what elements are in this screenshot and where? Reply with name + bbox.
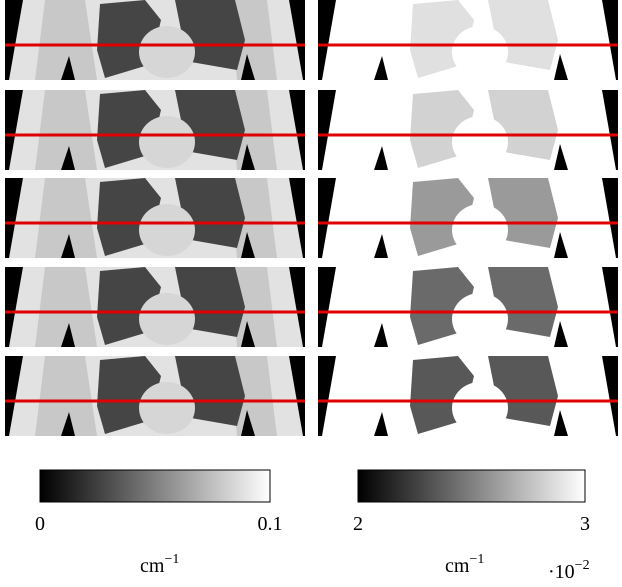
soft-tissue	[230, 0, 277, 80]
soft-tissue	[35, 356, 97, 436]
arm	[241, 321, 255, 347]
mediastinum	[139, 382, 195, 434]
arm	[554, 321, 568, 347]
arm	[241, 144, 255, 170]
soft-tissue	[543, 0, 590, 80]
arm	[554, 232, 568, 258]
ct-slice	[5, 0, 305, 80]
unit-exponent: −1	[164, 552, 179, 567]
soft-tissue	[35, 90, 97, 170]
arm	[554, 144, 568, 170]
unit-exponent: −1	[469, 552, 484, 567]
mediastinum	[452, 382, 508, 434]
colorbar-min: 2	[353, 513, 363, 535]
colorbar	[357, 469, 586, 503]
unit: cm	[140, 555, 165, 577]
colorbar-max: 0.1	[258, 513, 283, 535]
soft-tissue	[348, 90, 410, 170]
ct-slice	[318, 178, 618, 258]
arm	[554, 410, 568, 436]
soft-tissue	[35, 0, 97, 80]
ct-slice	[318, 356, 618, 436]
colorbar-min: 0	[35, 513, 45, 535]
arm	[61, 234, 75, 258]
soft-tissue	[348, 356, 410, 436]
soft-tissue	[348, 178, 410, 258]
soft-tissue	[230, 90, 277, 170]
soft-tissue	[348, 0, 410, 80]
ct-slice	[5, 356, 305, 436]
arm	[374, 412, 388, 436]
ct-slice	[318, 90, 618, 170]
soft-tissue	[230, 356, 277, 436]
colorbar-unit: cm−1	[140, 552, 179, 577]
ct-slice	[318, 0, 618, 80]
soft-tissue	[230, 267, 277, 347]
scale: ·10	[548, 561, 575, 582]
soft-tissue	[348, 267, 410, 347]
arm	[374, 56, 388, 80]
unit: cm	[445, 555, 470, 577]
soft-tissue	[35, 178, 97, 258]
colorbar-unit: cm−1	[445, 552, 484, 577]
colorbar	[39, 469, 271, 503]
ct-slice	[318, 267, 618, 347]
arm	[241, 54, 255, 80]
arm	[61, 56, 75, 80]
arm	[554, 54, 568, 80]
mediastinum	[139, 293, 195, 345]
image-grid	[5, 0, 618, 436]
arm	[61, 412, 75, 436]
scale-exponent: −2	[575, 558, 590, 573]
mediastinum	[452, 293, 508, 345]
ct-slice	[5, 90, 305, 170]
arm	[61, 323, 75, 347]
soft-tissue	[230, 178, 277, 258]
colorbar-max: 3	[580, 513, 590, 535]
soft-tissue	[543, 267, 590, 347]
soft-tissue	[543, 90, 590, 170]
soft-tissue	[35, 267, 97, 347]
arm	[61, 146, 75, 170]
arm	[374, 146, 388, 170]
arm	[374, 234, 388, 258]
arm	[241, 410, 255, 436]
mediastinum	[139, 116, 195, 168]
soft-tissue	[543, 356, 590, 436]
soft-tissue	[543, 178, 590, 258]
arm	[241, 232, 255, 258]
mediastinum	[139, 26, 195, 78]
mediastinum	[452, 204, 508, 256]
arm	[374, 323, 388, 347]
mediastinum	[139, 204, 195, 256]
ct-slice	[5, 267, 305, 347]
colorbar-scale: ·10−2	[548, 558, 590, 582]
mediastinum	[452, 26, 508, 78]
ct-slice	[5, 178, 305, 258]
mediastinum	[452, 116, 508, 168]
